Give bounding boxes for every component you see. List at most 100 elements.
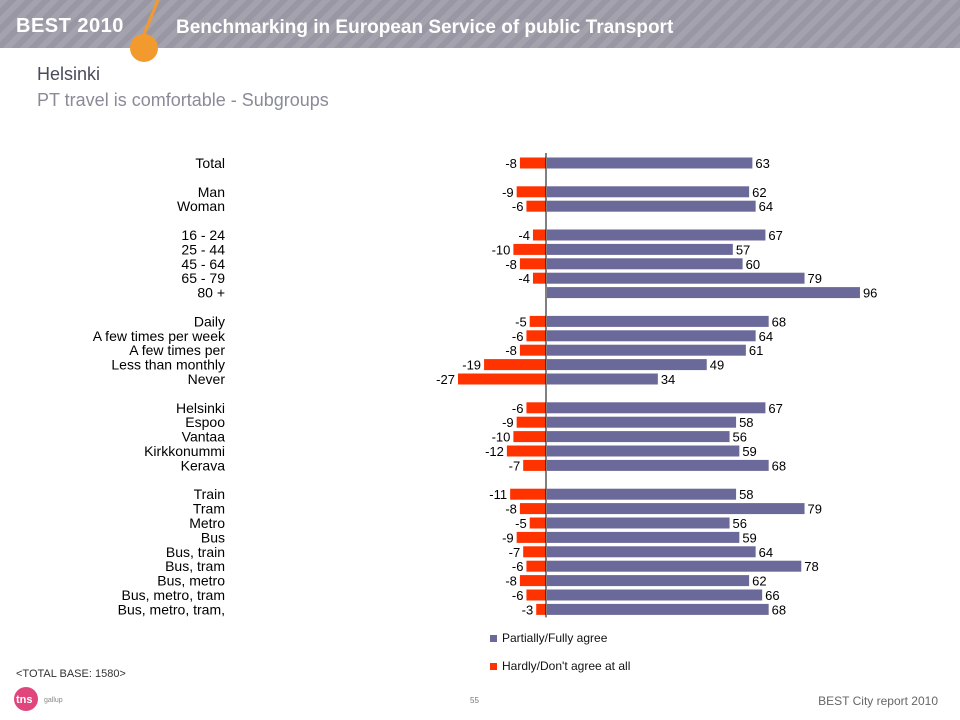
row-label: Vantaa [182,429,226,445]
disagree-value-label: -10 [492,242,511,257]
row-label: Tram [193,501,225,517]
disagree-value-label: -4 [518,228,530,243]
disagree-bar [526,589,546,601]
header-title: Benchmarking in European Service of publ… [176,17,674,38]
disagree-value-label: -6 [512,329,524,344]
disagree-bar [519,344,546,356]
disagree-value-label: -6 [512,401,524,416]
agree-value-label: 64 [759,199,773,214]
legend-swatch-agree [490,634,497,642]
disagree-bar [516,416,546,428]
disagree-bar [526,330,546,342]
agree-value-label: 58 [739,415,753,430]
agree-bar [547,431,730,443]
page-number: 55 [470,696,479,705]
disagree-bar [532,229,546,241]
disagree-bar [536,603,546,615]
row-label: 16 - 24 [181,227,225,243]
row-label: Never [188,371,226,387]
logo-main-text: tns [16,694,33,706]
disagree-value-label: -9 [502,415,514,430]
header-banner: BEST 2010 Benchmarking in European Servi… [0,0,960,48]
disagree-bar [516,531,546,543]
row-label: Bus, metro, tram, [118,601,225,617]
agree-value-label: 56 [733,430,747,445]
agree-bar [547,200,756,212]
agree-value-label: 58 [739,487,753,502]
tns-logo-icon: tns [14,687,38,711]
disagree-bar [516,186,546,198]
agree-value-label: 78 [804,559,818,574]
agree-bar [547,258,743,270]
agree-bar [547,157,753,169]
row-label: Kerava [181,457,226,473]
disagree-value-label: -6 [512,199,524,214]
agree-bar [547,186,750,198]
disagree-bar [529,315,546,327]
legend-label-agree: Partially/Fully agree [502,631,608,645]
row-label: Espoo [185,414,225,430]
row-label: Woman [177,198,225,214]
agree-value-label: 61 [749,343,763,358]
row-label: A few times per [129,342,225,358]
header-pattern [0,0,960,48]
disagree-value-label: -6 [512,588,524,603]
agree-value-label: 56 [733,516,747,531]
disagree-value-label: -3 [522,602,534,617]
agree-bar [547,575,750,587]
agree-bar [547,416,737,428]
agree-value-label: 59 [742,444,756,459]
row-label: Bus, metro [157,573,225,589]
disagree-bar [519,258,546,270]
agree-value-label: 79 [808,271,822,286]
disagree-value-label: -5 [515,516,527,531]
agree-bar [547,330,756,342]
agree-value-label: 57 [736,242,750,257]
agree-value-label: 79 [808,502,822,517]
disagree-value-label: -27 [436,372,455,387]
agree-bar [547,560,802,572]
disagree-value-label: -9 [502,530,514,545]
row-label: Less than monthly [111,357,225,373]
legend-item-disagree: Hardly/Don't agree at all [490,659,630,673]
legend-swatch-disagree [490,662,497,670]
row-label: 45 - 64 [181,256,225,272]
disagree-bar [519,575,546,587]
disagree-value-label: -6 [512,559,524,574]
disagree-value-label: -8 [505,574,517,589]
disagree-value-label: -8 [505,156,517,171]
report-name: BEST City report 2010 [818,694,938,708]
row-label: Bus [201,529,225,545]
disagree-bar [523,546,546,558]
disagree-bar [526,402,546,414]
disagree-bar [529,517,546,529]
disagree-value-label: -4 [518,271,530,286]
agree-bar [547,488,737,500]
disagree-bar [526,200,546,212]
agree-value-label: 67 [768,228,782,243]
agree-bar [547,531,740,543]
agree-bar [547,603,769,615]
agree-bar [547,589,763,601]
agree-value-label: 66 [765,588,779,603]
disagree-bar [484,359,546,371]
disagree-value-label: -9 [502,185,514,200]
agree-value-label: 64 [759,545,773,560]
agree-bar [547,373,658,385]
disagree-value-label: -19 [462,358,481,373]
agree-bar [547,344,746,356]
disagree-value-label: -12 [485,444,504,459]
agree-bar [547,546,756,558]
disagree-bar [526,560,546,572]
disagree-bar [513,431,546,443]
disagree-value-label: -7 [509,545,521,560]
row-label: Man [198,184,225,200]
page-title: Helsinki [37,64,101,84]
disagree-bar [506,445,546,457]
agree-value-label: 63 [755,156,769,171]
row-label: Bus, train [166,544,225,560]
row-label: Total [195,155,225,171]
agree-bar [547,287,860,299]
legend-item-agree: Partially/Fully agree [490,631,607,645]
